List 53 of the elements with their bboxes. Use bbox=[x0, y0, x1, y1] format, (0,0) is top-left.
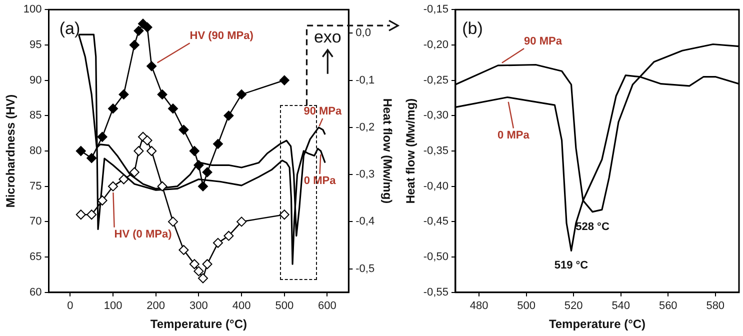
y-tick-label: 90 bbox=[30, 74, 42, 86]
x-tick-label: 400 bbox=[232, 300, 251, 312]
series-label: HV (0 MPa) bbox=[114, 228, 172, 240]
y-tick-label: 65 bbox=[30, 251, 42, 264]
annotation: 519 °C bbox=[554, 260, 588, 272]
y2-tick-label: -0,2 bbox=[356, 121, 375, 134]
y2-tick-label: -0,3 bbox=[356, 168, 375, 181]
y-tick-label: -0,40 bbox=[423, 180, 448, 192]
y-tick-label: 100 bbox=[23, 4, 42, 16]
x-tick-label: 580 bbox=[706, 300, 725, 312]
y2-tick-label: -0,1 bbox=[356, 74, 375, 86]
x-axis-title: Temperature (°C) bbox=[548, 317, 646, 332]
series-label: 90 MPa bbox=[304, 105, 342, 118]
y-tick-label: -0,15 bbox=[423, 4, 448, 16]
y-axis-title: Microhardness (HV) bbox=[4, 94, 18, 208]
y-tick-label: -0,35 bbox=[423, 145, 448, 158]
y-tick-label: -0,50 bbox=[423, 251, 448, 264]
y-tick-label: -0,20 bbox=[423, 38, 448, 51]
x-tick-label: 520 bbox=[564, 300, 583, 312]
x-tick-label: 540 bbox=[612, 300, 630, 312]
y-tick-label: 80 bbox=[30, 145, 42, 158]
y-axis-title: Heat flow (Mw/mg) bbox=[404, 98, 418, 204]
annotation: 528 °C bbox=[576, 220, 610, 233]
y-tick-label: -0,30 bbox=[423, 110, 448, 122]
y-tick-label: -0,45 bbox=[423, 216, 448, 228]
y2-axis-title: Heat flow (Mw/mg) bbox=[380, 98, 394, 204]
x-tick-label: 100 bbox=[104, 300, 122, 312]
text: HV (90 MPa) bbox=[190, 30, 254, 42]
x-tick-label: 500 bbox=[517, 300, 536, 312]
y-tick-label: -0,55 bbox=[423, 286, 448, 298]
annotation: exo bbox=[314, 28, 342, 47]
x-tick-label: 500 bbox=[275, 300, 294, 312]
y-tick-label: 70 bbox=[30, 216, 42, 228]
y-tick-label: -0,25 bbox=[423, 74, 448, 86]
y-tick-label: 95 bbox=[30, 38, 42, 51]
text: 0 MPa bbox=[498, 129, 530, 142]
x-tick-label: 480 bbox=[470, 300, 488, 312]
y-tick-label: 60 bbox=[30, 286, 42, 298]
y-tick-label: 75 bbox=[30, 180, 42, 192]
series-label: 0 MPa bbox=[304, 175, 337, 188]
x-axis-title: Temperature (°C) bbox=[150, 317, 247, 332]
x-tick-label: 300 bbox=[190, 300, 208, 312]
y-tick-label: 85 bbox=[30, 110, 42, 122]
y2-tick-label: -0,5 bbox=[356, 262, 375, 275]
annotation: (b) bbox=[462, 19, 483, 38]
y2-tick-label: 0,0 bbox=[356, 27, 371, 40]
series-label: 90 MPa bbox=[524, 35, 563, 48]
x-tick-label: 200 bbox=[146, 300, 166, 312]
x-tick-label: 0 bbox=[67, 300, 74, 312]
x-tick-label: 600 bbox=[318, 300, 336, 312]
y2-tick-label: -0,4 bbox=[356, 216, 375, 228]
annotation: (a) bbox=[59, 19, 80, 38]
x-tick-label: 560 bbox=[658, 300, 678, 312]
